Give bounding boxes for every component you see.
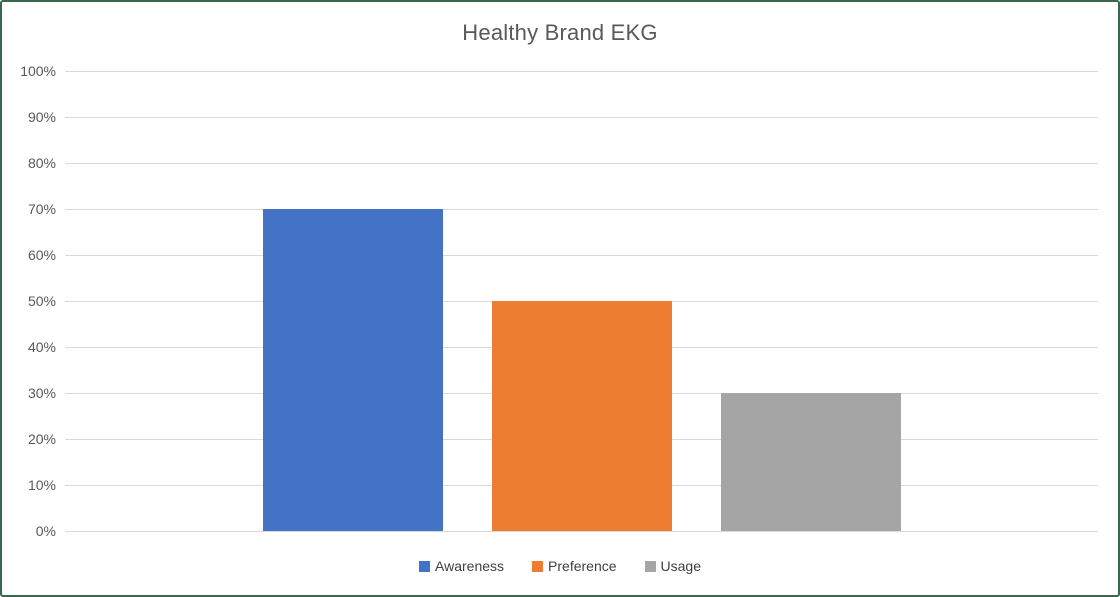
gridline [65, 255, 1098, 256]
legend-label: Usage [660, 558, 701, 574]
gridline [65, 117, 1098, 118]
legend-item-awareness: Awareness [419, 558, 504, 574]
chart-title: Healthy Brand EKG [462, 20, 658, 45]
legend-swatch-icon [419, 560, 431, 572]
gridline [65, 209, 1098, 210]
y-axis-tick-label: 60% [27, 247, 56, 263]
y-axis-tick-label: 90% [27, 109, 56, 125]
y-axis-tick-label: 100% [20, 63, 56, 79]
y-axis-tick-label: 50% [27, 293, 56, 309]
bar-awareness [262, 209, 443, 531]
y-axis-tick-label: 40% [27, 339, 56, 355]
plot-area [65, 71, 1098, 532]
y-axis-tick-label: 20% [27, 431, 56, 447]
y-axis-tick-label: 10% [27, 477, 56, 493]
gridline [65, 531, 1098, 532]
legend-swatch-icon [644, 560, 656, 572]
legend-label: Preference [548, 558, 617, 574]
y-axis-tick-label: 30% [27, 385, 56, 401]
bar-preference [491, 301, 672, 531]
bar-usage [720, 393, 901, 531]
legend-label: Awareness [435, 558, 505, 574]
y-axis-tick-label: 70% [27, 201, 56, 217]
legend-swatch-icon [532, 560, 544, 572]
chart-legend: Awareness Preference Usage [2, 558, 1118, 574]
gridline [65, 71, 1098, 72]
y-axis-tick-label: 0% [35, 523, 56, 539]
gridline [65, 163, 1098, 164]
y-axis-tick-label: 80% [27, 155, 56, 171]
legend-item-preference: Preference [532, 558, 617, 574]
legend-item-usage: Usage [644, 558, 701, 574]
